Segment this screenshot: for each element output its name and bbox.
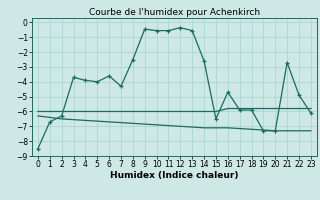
X-axis label: Humidex (Indice chaleur): Humidex (Indice chaleur) — [110, 171, 239, 180]
Title: Courbe de l'humidex pour Achenkirch: Courbe de l'humidex pour Achenkirch — [89, 8, 260, 17]
